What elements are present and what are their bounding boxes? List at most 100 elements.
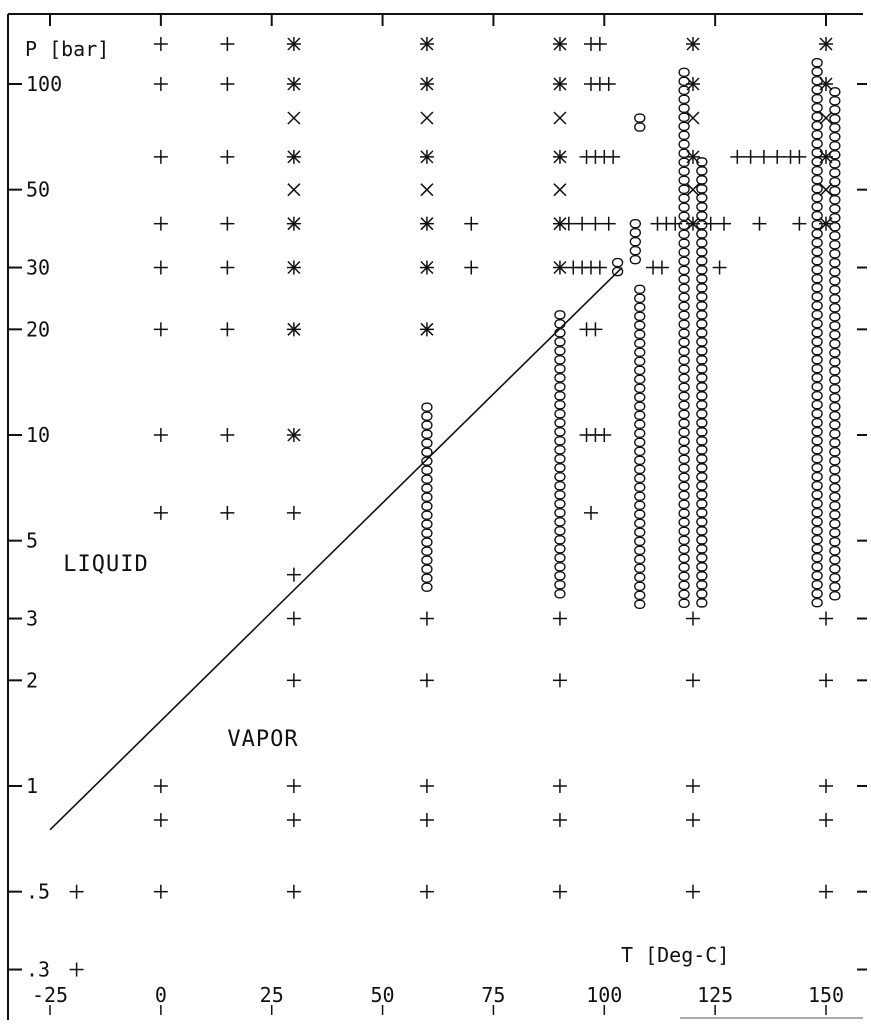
- plus-marker: [685, 813, 700, 828]
- circle-marker: [829, 132, 841, 142]
- star-marker: [419, 260, 434, 275]
- circle-marker: [811, 534, 823, 545]
- y-tick-label: .3: [26, 958, 50, 982]
- plus-marker: [606, 149, 621, 164]
- circle-marker: [421, 537, 433, 547]
- x-marker: [553, 183, 567, 197]
- circle-marker: [829, 276, 841, 286]
- circle-marker: [634, 482, 646, 493]
- x-marker-b: [420, 183, 434, 197]
- x-marker-b: [819, 183, 833, 197]
- circle-marker: [678, 463, 690, 473]
- circle-marker: [678, 202, 690, 212]
- y-tick-label: 50: [26, 178, 50, 202]
- circle-marker: [829, 447, 841, 457]
- circle-marker: [829, 96, 841, 106]
- circle-marker: [554, 589, 566, 599]
- circle-marker: [811, 462, 823, 473]
- circle-marker: [696, 490, 708, 500]
- circle-marker: [829, 492, 841, 502]
- circle-marker: [696, 535, 708, 545]
- circle-marker: [554, 355, 566, 365]
- plus-marker: [717, 216, 732, 231]
- plus-marker: [419, 779, 434, 793]
- circle-marker: [811, 525, 823, 536]
- circle-marker: [634, 113, 646, 123]
- circle-marker: [811, 255, 823, 266]
- circle-marker: [829, 258, 841, 268]
- circle-marker: [811, 75, 823, 86]
- circle-marker: [634, 563, 646, 574]
- circle-marker: [678, 112, 690, 122]
- circle-marker: [678, 346, 690, 356]
- circle-marker: [696, 454, 708, 464]
- circle-marker: [696, 211, 708, 221]
- circle-marker: [678, 148, 690, 158]
- circle-marker: [634, 590, 646, 601]
- star-marker: [286, 37, 301, 52]
- x-marker: [420, 183, 434, 197]
- circle-marker: [811, 489, 823, 500]
- circle-marker: [829, 105, 841, 115]
- circle-marker: [421, 474, 433, 484]
- circle-marker: [421, 429, 433, 439]
- circle-marker: [829, 402, 841, 412]
- circle-marker: [554, 328, 566, 338]
- circle-marker: [634, 383, 646, 394]
- plus-marker: [685, 611, 700, 626]
- circle-marker: [421, 510, 433, 520]
- x-axis-label: T [Deg-C]: [621, 943, 729, 967]
- circle-marker: [678, 544, 690, 554]
- circle-marker: [829, 384, 841, 394]
- star-marker: [286, 260, 301, 275]
- circle-marker: [678, 445, 690, 455]
- plus-marker: [153, 37, 168, 52]
- circle-marker: [634, 581, 646, 592]
- circle-marker: [554, 382, 566, 392]
- circle-marker: [554, 499, 566, 509]
- plus-marker: [220, 77, 235, 91]
- plus-marker: [819, 673, 833, 688]
- circle-marker: [678, 418, 690, 428]
- y-tick-label: 2: [26, 668, 38, 692]
- circle-marker: [696, 427, 708, 437]
- plus-marker: [792, 216, 807, 231]
- circle-marker: [696, 220, 708, 230]
- circle-marker: [554, 319, 566, 329]
- circle-marker: [678, 508, 690, 518]
- circle-marker: [678, 238, 690, 248]
- circle-marker: [634, 491, 646, 502]
- circle-marker: [696, 562, 708, 572]
- circle-marker: [678, 103, 690, 113]
- circle-marker: [696, 391, 708, 401]
- circle-marker: [811, 516, 823, 527]
- circle-marker: [696, 274, 708, 284]
- plus-marker: [752, 216, 767, 231]
- circle-marker: [829, 240, 841, 250]
- circle-marker: [829, 141, 841, 151]
- circle-marker: [829, 114, 841, 124]
- circle-marker: [811, 246, 823, 257]
- circle-marker: [696, 409, 708, 419]
- circle-marker: [696, 373, 708, 383]
- circle-marker: [678, 220, 690, 230]
- circle-marker: [421, 447, 433, 457]
- circle-marker: [678, 337, 690, 347]
- plus-marker: [153, 428, 168, 442]
- circle-marker: [829, 339, 841, 349]
- circle-marker: [811, 156, 823, 167]
- x-tick-label: -25: [32, 983, 68, 1007]
- circle-marker: [811, 507, 823, 518]
- circle-marker: [829, 375, 841, 385]
- star-marker: [419, 149, 434, 164]
- circle-marker: [421, 420, 433, 430]
- circle-marker: [678, 193, 690, 203]
- x-marker: [553, 111, 567, 125]
- circle-marker: [634, 284, 646, 295]
- circle-marker: [696, 283, 708, 293]
- circle-marker: [634, 419, 646, 430]
- circle-marker: [634, 320, 646, 331]
- circle-marker: [629, 227, 642, 238]
- circle-marker: [811, 363, 823, 374]
